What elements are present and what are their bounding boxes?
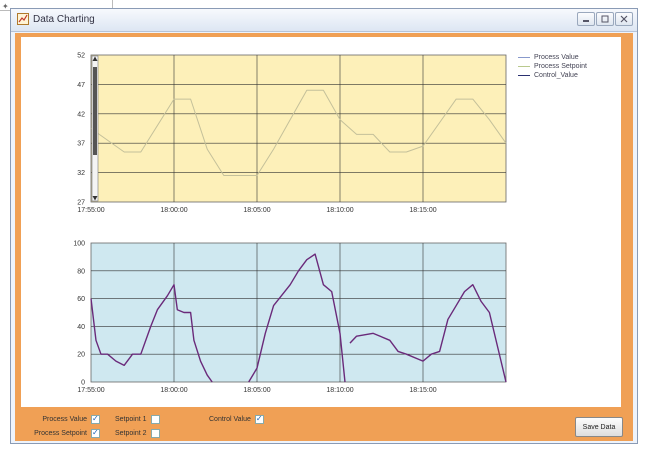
- top-y-tick-label: 32: [77, 170, 85, 177]
- legend-label: Process Setpoint: [534, 63, 587, 70]
- process-value-checkbox[interactable]: [91, 414, 100, 424]
- bottom-x-tick-label: 18:05:00: [243, 387, 270, 394]
- bottom-x-tick-label: 18:15:00: [409, 387, 436, 394]
- top-y-tick-label: 27: [77, 200, 85, 207]
- top-x-tick-label: 18:15:00: [409, 207, 436, 214]
- bottom-x-tick-label: 18:00:00: [160, 387, 187, 394]
- legend-swatch: [518, 56, 530, 58]
- bottom-y-tick-label: 0: [81, 380, 85, 387]
- close-icon: [620, 15, 628, 23]
- controls-bar: Process Value Process Setpoint Setpoint …: [15, 411, 633, 441]
- checkbox-label: Process Setpoint: [34, 430, 87, 438]
- checkbox-row-process-value[interactable]: Process Value: [29, 414, 100, 425]
- scroll-down-arrow-icon: [92, 196, 98, 201]
- checkbox-label: Setpoint 2: [115, 430, 147, 438]
- checkbox-label: Setpoint 1: [115, 416, 147, 424]
- chart-legend: Process Value Process Setpoint Control_V…: [518, 53, 587, 80]
- top-x-tick-label: 18:05:00: [243, 207, 270, 214]
- chart-app-icon: [17, 13, 29, 25]
- minimize-button[interactable]: [577, 12, 595, 26]
- close-button[interactable]: [615, 12, 633, 26]
- bottom-series-line: [349, 283, 507, 383]
- top-axis-scroll-thumb: [93, 67, 97, 155]
- legend-item-process-setpoint: Process Setpoint: [518, 62, 587, 71]
- client-area: 27 32 37 42 47 52 17:55:00 18:00:00 18:05:00 18:1…: [15, 33, 633, 441]
- bottom-series-line: [248, 253, 346, 383]
- checkbox-row-setpoint-2[interactable]: Setpoint 2: [115, 429, 160, 439]
- top-x-tick-label: 18:00:00: [160, 207, 187, 214]
- top-plot-area: [90, 54, 507, 203]
- control-value-checkbox[interactable]: [254, 414, 264, 424]
- bottom-y-tick-label: 100: [73, 241, 85, 248]
- top-y-tick-label: 42: [77, 111, 85, 118]
- title-bar[interactable]: Data Charting: [11, 9, 637, 32]
- bottom-y-tick-label: 60: [77, 296, 85, 303]
- top-y-tick-label: 47: [77, 82, 85, 89]
- bottom-x-tick-label: 17:55:00: [77, 387, 104, 394]
- bottom-y-tick-label: 40: [77, 324, 85, 331]
- bottom-y-tick-label: 20: [77, 352, 85, 359]
- scroll-up-arrow-icon: [92, 56, 98, 61]
- top-x-tick-label: 17:55:00: [77, 207, 104, 214]
- checkbox-label: Process Value: [42, 416, 87, 424]
- legend-item-process-value: Process Value: [518, 53, 587, 62]
- checkbox-row-control-value[interactable]: Control Value: [209, 414, 264, 425]
- legend-item-control-value: Control_Value: [518, 71, 587, 80]
- background-glyph-icon: ✦: [2, 2, 9, 11]
- checkbox-row-process-setpoint[interactable]: Process Setpoint: [29, 428, 100, 439]
- bottom-plot-area: [90, 242, 507, 383]
- bottom-x-tick-label: 18:10:00: [326, 387, 353, 394]
- data-charting-window: Data Charting 27 32 37 42 47 52 17:55:00 18:00:…: [10, 8, 638, 444]
- top-series-line: [90, 89, 507, 177]
- process-setpoint-checkbox[interactable]: [91, 428, 100, 438]
- maximize-button[interactable]: [596, 12, 614, 26]
- checkbox-label: Control Value: [209, 416, 251, 424]
- legend-swatch: [518, 74, 530, 76]
- bottom-series-line: [90, 283, 213, 383]
- top-y-tick-label: 52: [77, 53, 85, 60]
- plot-panel: 27 32 37 42 47 52 17:55:00 18:00:00 18:05:00 18:1…: [21, 37, 621, 407]
- minimize-icon: [583, 20, 589, 22]
- setpoint-1-checkbox[interactable]: [150, 415, 160, 424]
- legend-label: Control_Value: [534, 72, 578, 79]
- bottom-y-tick-label: 80: [77, 268, 85, 275]
- top-x-tick-label: 18:10:00: [326, 207, 353, 214]
- window-title: Data Charting: [33, 14, 95, 25]
- background-divider: [112, 0, 113, 10]
- checkbox-row-setpoint-1[interactable]: Setpoint 1: [115, 415, 160, 425]
- top-y-tick-label: 37: [77, 141, 85, 148]
- legend-swatch: [518, 65, 530, 67]
- setpoint-2-checkbox[interactable]: [150, 429, 160, 438]
- legend-label: Process Value: [534, 54, 579, 61]
- save-data-button[interactable]: Save Data: [575, 417, 623, 437]
- charts-svg: 27 32 37 42 47 52 17:55:00 18:00:00 18:05:00 18:1…: [73, 53, 507, 394]
- maximize-icon: [601, 15, 609, 23]
